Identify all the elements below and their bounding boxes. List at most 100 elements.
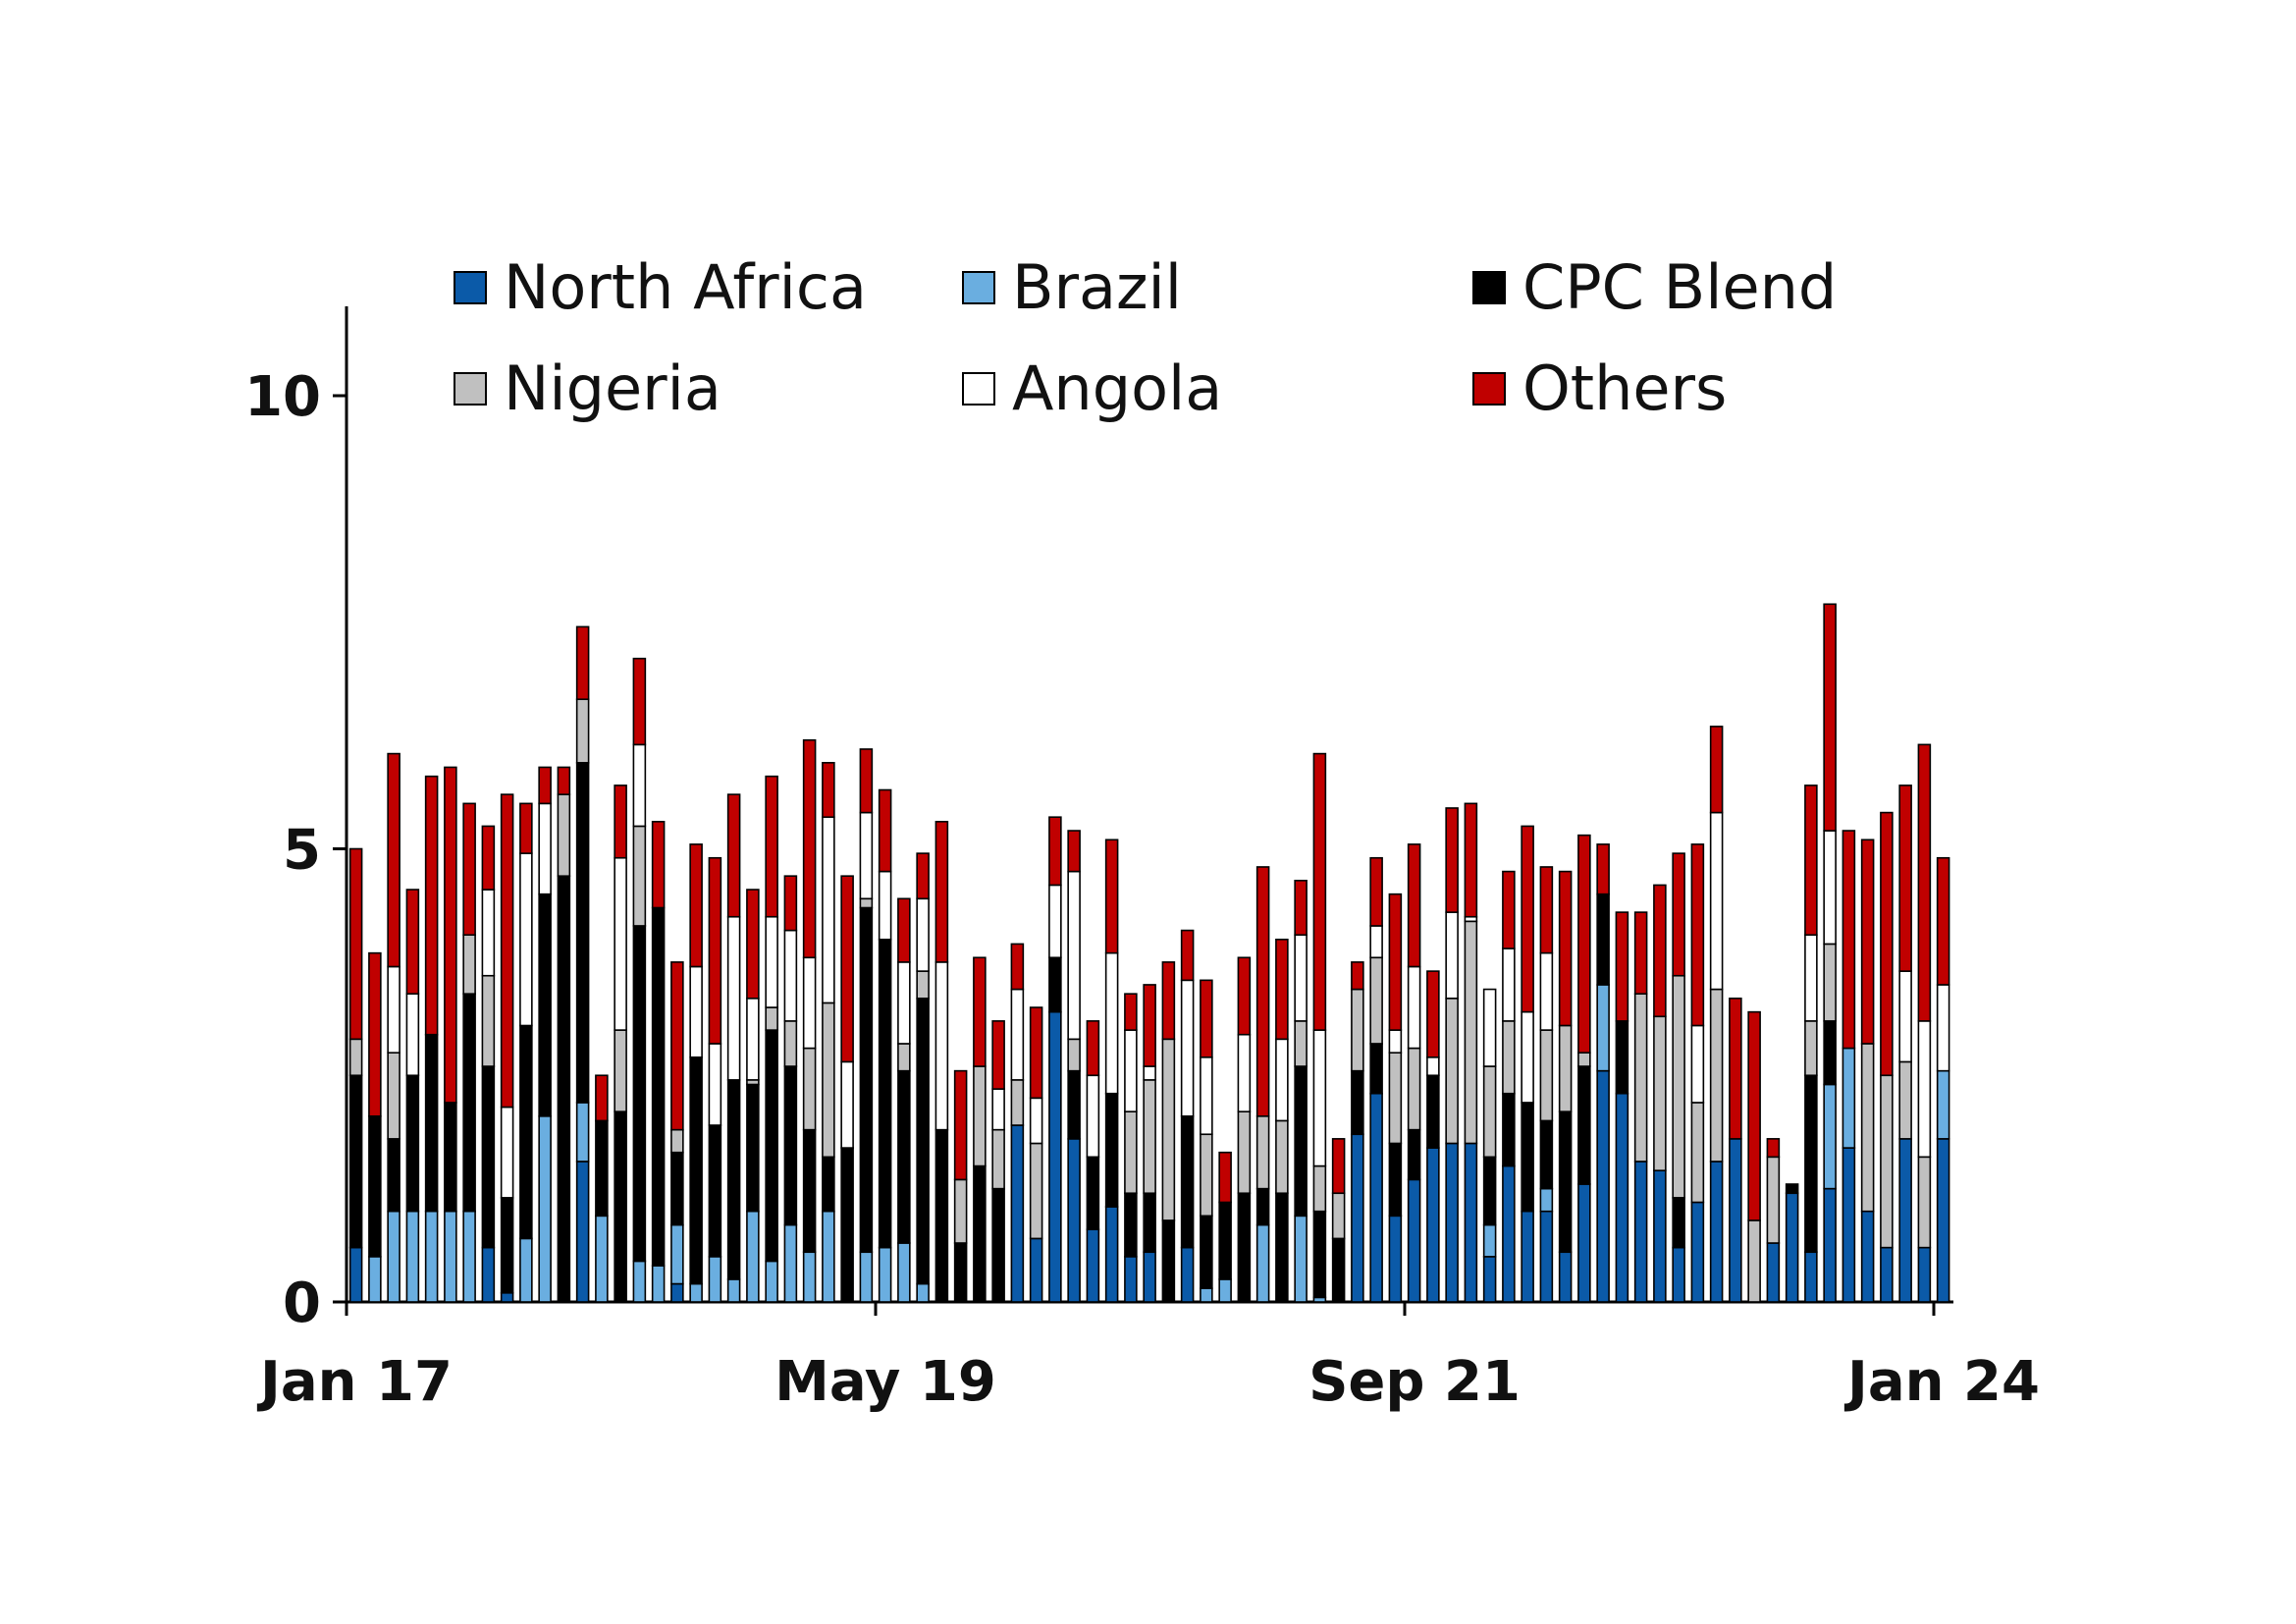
bar-segment-cpc-blend-2017-12 — [557, 875, 571, 1303]
bar-segment-cpc-blend-2019-09 — [953, 1242, 968, 1303]
bar-segment-others-2021-11 — [1445, 807, 1459, 913]
bar-segment-others-2019-10 — [973, 956, 987, 1067]
bar-segment-nigeria-2019-12 — [1010, 1079, 1025, 1126]
bar-segment-others-2017-07 — [462, 802, 476, 936]
bar-segment-others-2021-02 — [1275, 938, 1289, 1041]
bar-segment-others-2022-04 — [1539, 866, 1554, 954]
bar-segment-others-2017-05 — [424, 775, 439, 1036]
bar-segment-others-2023-04 — [1766, 1138, 1781, 1159]
bar-segment-others-2021-09 — [1407, 843, 1421, 968]
bar-segment-north-africa-2022-04 — [1539, 1210, 1554, 1303]
bar-segment-angola-2017-10 — [519, 852, 533, 1027]
bar-segment-others-2017-06 — [444, 766, 457, 1104]
bar-segment-cpc-blend-2019-03 — [840, 1147, 854, 1303]
y-tick-label-0: 0 — [283, 1272, 321, 1335]
bar-segment-cpc-blend-2023-06 — [1804, 1074, 1818, 1254]
bar-segment-cpc-blend-2022-03 — [1521, 1102, 1534, 1213]
bar-segment-nigeria-2018-03 — [614, 1029, 627, 1112]
bar-segment-cpc-blend-2020-03 — [1067, 1069, 1081, 1140]
bar-segment-brazil-2017-04 — [405, 1210, 420, 1303]
bar-segment-north-africa-2023-04 — [1766, 1242, 1781, 1303]
bar-segment-nigeria-2023-06 — [1804, 1020, 1818, 1077]
bar-segment-others-2020-03 — [1067, 830, 1081, 873]
bar-segment-angola-2017-08 — [481, 889, 496, 977]
bar-segment-north-africa-2022-07 — [1596, 1069, 1610, 1303]
legend-item-cpc-blend: CPC Blend — [1472, 251, 1837, 323]
bar-segment-north-africa-2020-04 — [1086, 1228, 1100, 1303]
bar-segment-north-africa-2017-08 — [481, 1246, 496, 1303]
bar-segment-cpc-blend-2018-09 — [726, 1079, 741, 1280]
bar-segment-nigeria-2023-01 — [1709, 988, 1724, 1163]
bar-segment-others-2017-12 — [557, 766, 571, 795]
bar-segment-others-2023-10 — [1880, 811, 1894, 1077]
bar-segment-north-africa-2020-09 — [1180, 1246, 1195, 1303]
bar-segment-cpc-blend-2021-06 — [1351, 1069, 1364, 1136]
y-ticks: 0 5 10 — [244, 365, 347, 1335]
bar-segment-others-2021-03 — [1294, 880, 1308, 936]
bar-segment-angola-2021-11 — [1445, 911, 1459, 1000]
bar-segment-others-2020-05 — [1104, 839, 1119, 954]
bar-segment-others-2022-07 — [1596, 843, 1610, 895]
bar-segment-north-africa-2023-10 — [1880, 1246, 1894, 1303]
bar-segment-angola-2019-01 — [802, 956, 817, 1050]
bar-segment-angola-2018-12 — [783, 929, 798, 1022]
bar-segment-angola-2019-12 — [1010, 988, 1025, 1081]
bar-segment-others-2017-10 — [519, 802, 533, 854]
bar-segment-angola-2020-12 — [1237, 1033, 1252, 1112]
bar-segment-others-2017-04 — [405, 889, 420, 995]
bar-segment-brazil-2022-07 — [1596, 984, 1610, 1072]
bar-segment-nigeria-2019-02 — [822, 1001, 835, 1159]
bar-segment-angola-2018-07 — [689, 965, 703, 1058]
bar-segment-others-2019-01 — [802, 738, 817, 959]
bar-segment-nigeria-2022-09 — [1633, 993, 1648, 1163]
bar-segment-nigeria-2020-08 — [1161, 1038, 1176, 1221]
bar-segment-cpc-blend-2021-07 — [1369, 1043, 1383, 1095]
bar-segment-nigeria-2017-01 — [348, 1038, 363, 1077]
bar-segment-north-africa-2022-09 — [1633, 1161, 1648, 1303]
bar-segment-brazil-2017-03 — [387, 1210, 400, 1303]
bar-segment-angola-2019-08 — [934, 961, 949, 1131]
bar-segment-nigeria-2023-09 — [1860, 1043, 1875, 1213]
legend-item-others: Others — [1472, 352, 1727, 424]
bar-segment-nigeria-2022-02 — [1502, 1020, 1516, 1095]
bar-segment-angola-2019-07 — [916, 897, 930, 972]
bar-segment-others-2021-08 — [1388, 893, 1403, 1031]
bar-segment-brazil-2021-01 — [1255, 1223, 1270, 1303]
bar-segment-nigeria-2018-06 — [670, 1128, 684, 1154]
bar-segment-others-2023-12 — [1917, 743, 1932, 1022]
bar-segment-north-africa-2020-03 — [1067, 1138, 1081, 1303]
bar-segment-others-2022-08 — [1615, 911, 1629, 1022]
bar-segment-nigeria-2023-07 — [1823, 943, 1837, 1022]
legend-item-brazil: Brazil — [962, 251, 1182, 323]
bar-segment-brazil-2020-10 — [1200, 1287, 1213, 1303]
bar-segment-brazil-2017-07 — [462, 1210, 476, 1303]
bar-segment-north-africa-2023-07 — [1823, 1187, 1837, 1303]
legend-item-angola: Angola — [962, 352, 1222, 424]
bar-segment-cpc-blend-2017-08 — [481, 1065, 496, 1249]
bar-segment-others-2017-03 — [387, 752, 400, 968]
bar-segment-cpc-blend-2017-06 — [444, 1102, 457, 1213]
bar-segment-cpc-blend-2021-05 — [1331, 1237, 1346, 1303]
bar-segment-brazil-2018-10 — [746, 1210, 760, 1303]
legend-item-nigeria: Nigeria — [454, 352, 721, 424]
bar-segment-nigeria-2021-05 — [1331, 1192, 1346, 1240]
x-tick-label-jan-17: Jan 17 — [256, 1350, 453, 1414]
bar-segment-nigeria-2021-04 — [1312, 1164, 1327, 1213]
bar-segment-others-2018-01 — [575, 625, 590, 701]
bar-segment-others-2018-11 — [765, 775, 778, 918]
bar-segment-others-2020-06 — [1124, 993, 1138, 1031]
bar-segment-others-2019-11 — [991, 1020, 1005, 1090]
bar-segment-nigeria-2021-06 — [1351, 988, 1364, 1072]
bar-segment-others-2017-11 — [538, 766, 552, 805]
bar-segment-angola-2018-08 — [708, 1043, 722, 1126]
bar-segment-brazil-2018-01 — [575, 1102, 590, 1163]
legend-label-cpc-blend: CPC Blend — [1522, 251, 1837, 323]
legend-item-north-africa: North Africa — [454, 251, 867, 323]
bar-segment-others-2018-02 — [595, 1074, 609, 1122]
bar-segment-nigeria-2019-10 — [973, 1065, 987, 1167]
bar-segment-north-africa-2022-12 — [1690, 1201, 1705, 1303]
bar-segment-brazil-2019-04 — [859, 1251, 874, 1303]
bar-segment-brazil-2017-10 — [519, 1237, 533, 1303]
bar-segment-cpc-blend-2020-09 — [1180, 1114, 1195, 1249]
bar-segment-north-africa-2023-01 — [1709, 1161, 1724, 1303]
